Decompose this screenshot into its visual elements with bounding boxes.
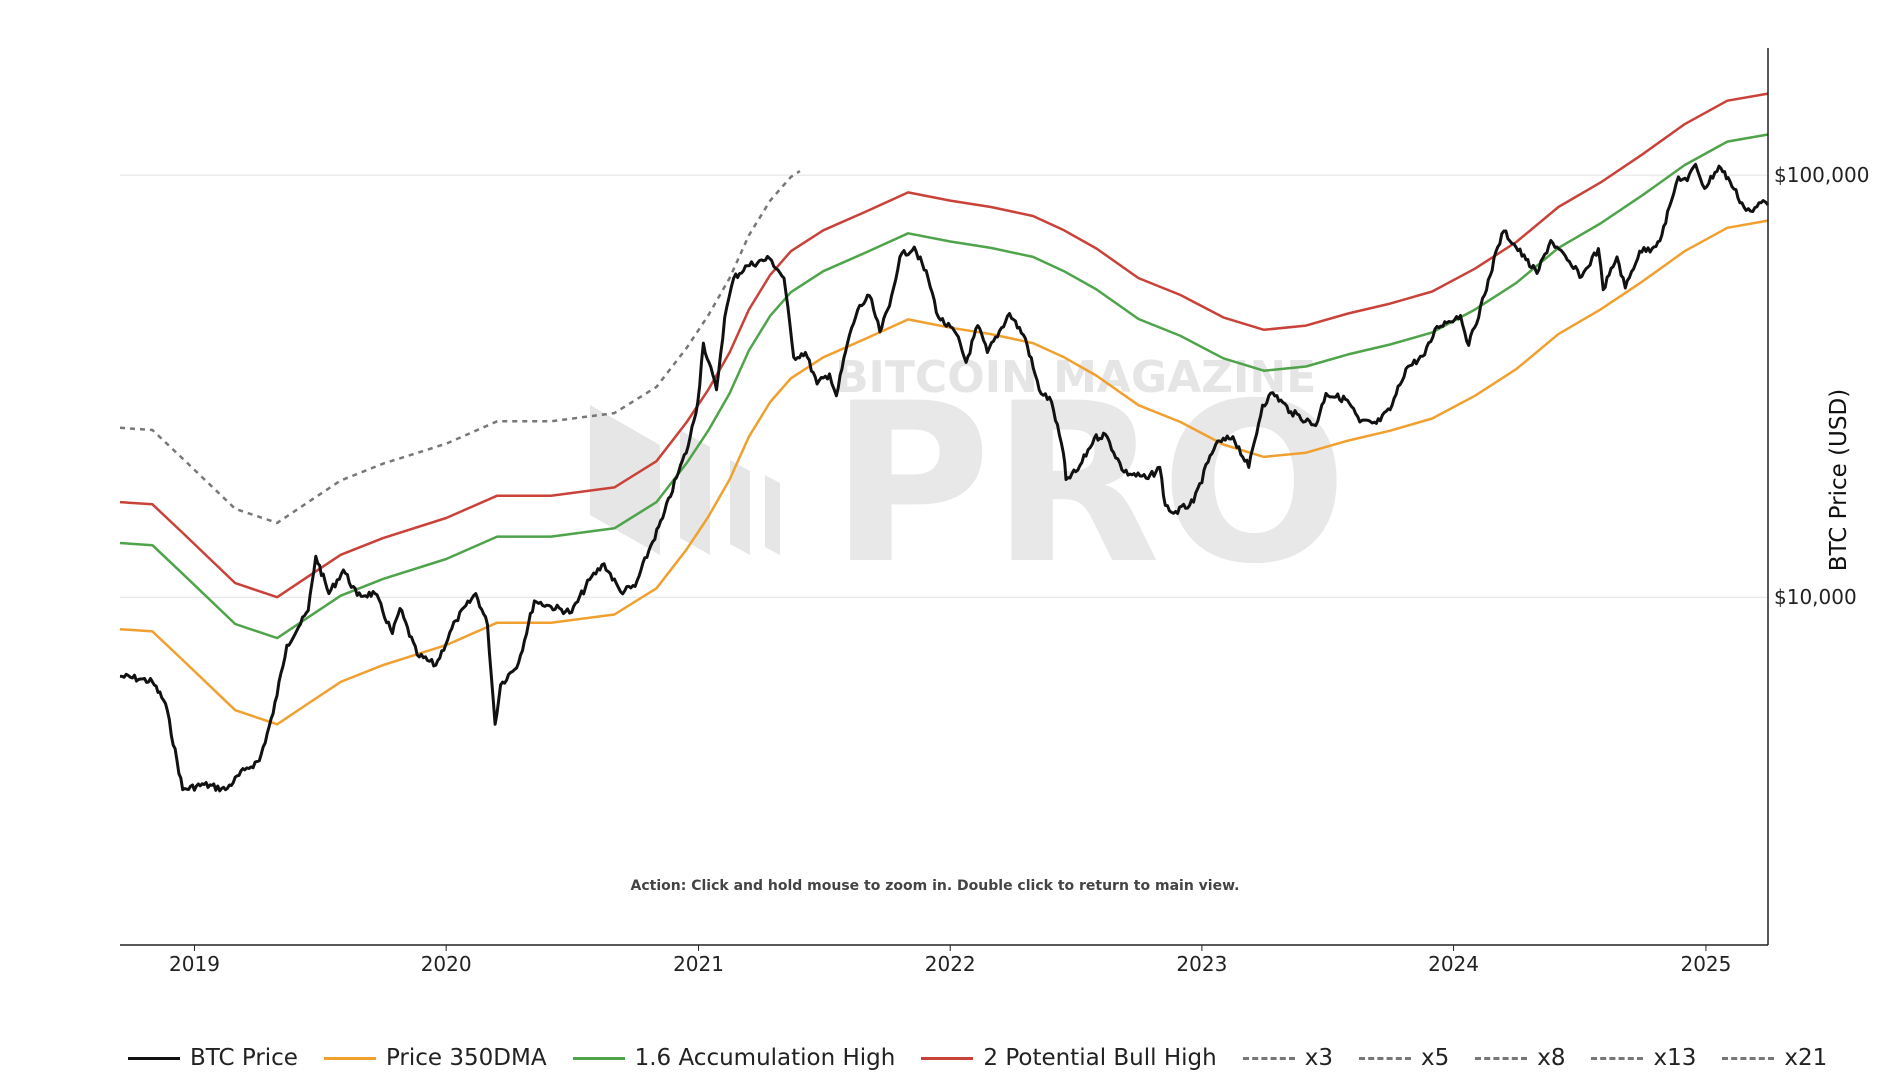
x-tick-label: 2022 (925, 952, 976, 976)
x-tick-label: 2025 (1680, 952, 1731, 976)
legend-label: x13 (1653, 1045, 1697, 1071)
legend-item-x8[interactable]: x8 (1475, 1045, 1565, 1071)
watermark-big-text: PRO (830, 356, 1348, 612)
watermark-small-text: BITCOIN MAGAZINE (835, 352, 1316, 403)
x-axis-ticks: 2019 2020 2021 2022 2023 2024 2025 (169, 945, 1731, 976)
legend-item-x5[interactable]: x5 (1358, 1045, 1450, 1071)
legend-item-x13[interactable]: x13 (1591, 1045, 1696, 1071)
legend-label: Price 350DMA (385, 1045, 547, 1071)
y-tick-label: $100,000 (1774, 163, 1869, 187)
x-tick-label: 2024 (1428, 952, 1479, 976)
legend-label: x5 (1420, 1045, 1450, 1071)
legend-swatch (1358, 1056, 1411, 1060)
legend-swatch (572, 1056, 625, 1060)
legend-swatch (323, 1056, 376, 1060)
zoom-instruction-note: Action: Click and hold mouse to zoom in.… (631, 878, 1240, 894)
legend-label: x8 (1537, 1045, 1566, 1071)
y-axis-title: BTC Price (USD) (1826, 389, 1852, 571)
legend-label: x3 (1304, 1045, 1333, 1071)
legend-swatch (1722, 1056, 1775, 1060)
x-tick-label: 2020 (421, 952, 472, 976)
legend-swatch (1475, 1056, 1528, 1060)
series-line-btc-price (119, 162, 1770, 793)
watermark: BITCOIN MAGAZINE PRO ® (590, 352, 1348, 612)
legend-item-x3[interactable]: x3 (1242, 1045, 1333, 1071)
y-tick-label: $10,000 (1774, 585, 1857, 609)
series-line-x3 (119, 170, 801, 525)
legend-swatch (1242, 1056, 1295, 1060)
legend-label: 2 Potential Bull High (983, 1045, 1217, 1071)
watermark-logo-icon (590, 405, 780, 555)
legend-item-price-350dma[interactable]: Price 350DMA (323, 1045, 547, 1071)
legend-swatch (1591, 1056, 1644, 1060)
legend: BTC Price Price 350DMA 1.6 Accumulation Hi… (128, 1040, 1827, 1076)
series-line-price-350dma (119, 219, 1769, 726)
legend-item-2-potential-bull-high[interactable]: 2 Potential Bull High (921, 1045, 1217, 1071)
y-axis-ticks: $100,000 $10,000 (1774, 163, 1869, 609)
legend-item-btc-price[interactable]: BTC Price (128, 1045, 298, 1071)
legend-swatch (128, 1056, 180, 1060)
x-tick-label: 2023 (1176, 952, 1227, 976)
legend-label: x21 (1784, 1045, 1828, 1071)
series-line-2-potential-bull-high (119, 92, 1769, 599)
legend-label: BTC Price (190, 1045, 298, 1071)
series-line-1-6-accumulation-high (119, 133, 1769, 640)
legend-swatch (921, 1056, 974, 1060)
chart[interactable]: BITCOIN MAGAZINE PRO ® 2019 2020 2021 2022 2… (0, 0, 1884, 1030)
series-layer (119, 92, 1770, 793)
x-tick-label: 2021 (673, 952, 724, 976)
grid-lines (120, 174, 1768, 598)
legend-item-x21[interactable]: x21 (1722, 1045, 1827, 1071)
x-tick-label: 2019 (169, 952, 220, 976)
legend-item-1-6-accumulation-high[interactable]: 1.6 Accumulation High (572, 1045, 896, 1071)
legend-label: 1.6 Accumulation High (634, 1045, 896, 1071)
